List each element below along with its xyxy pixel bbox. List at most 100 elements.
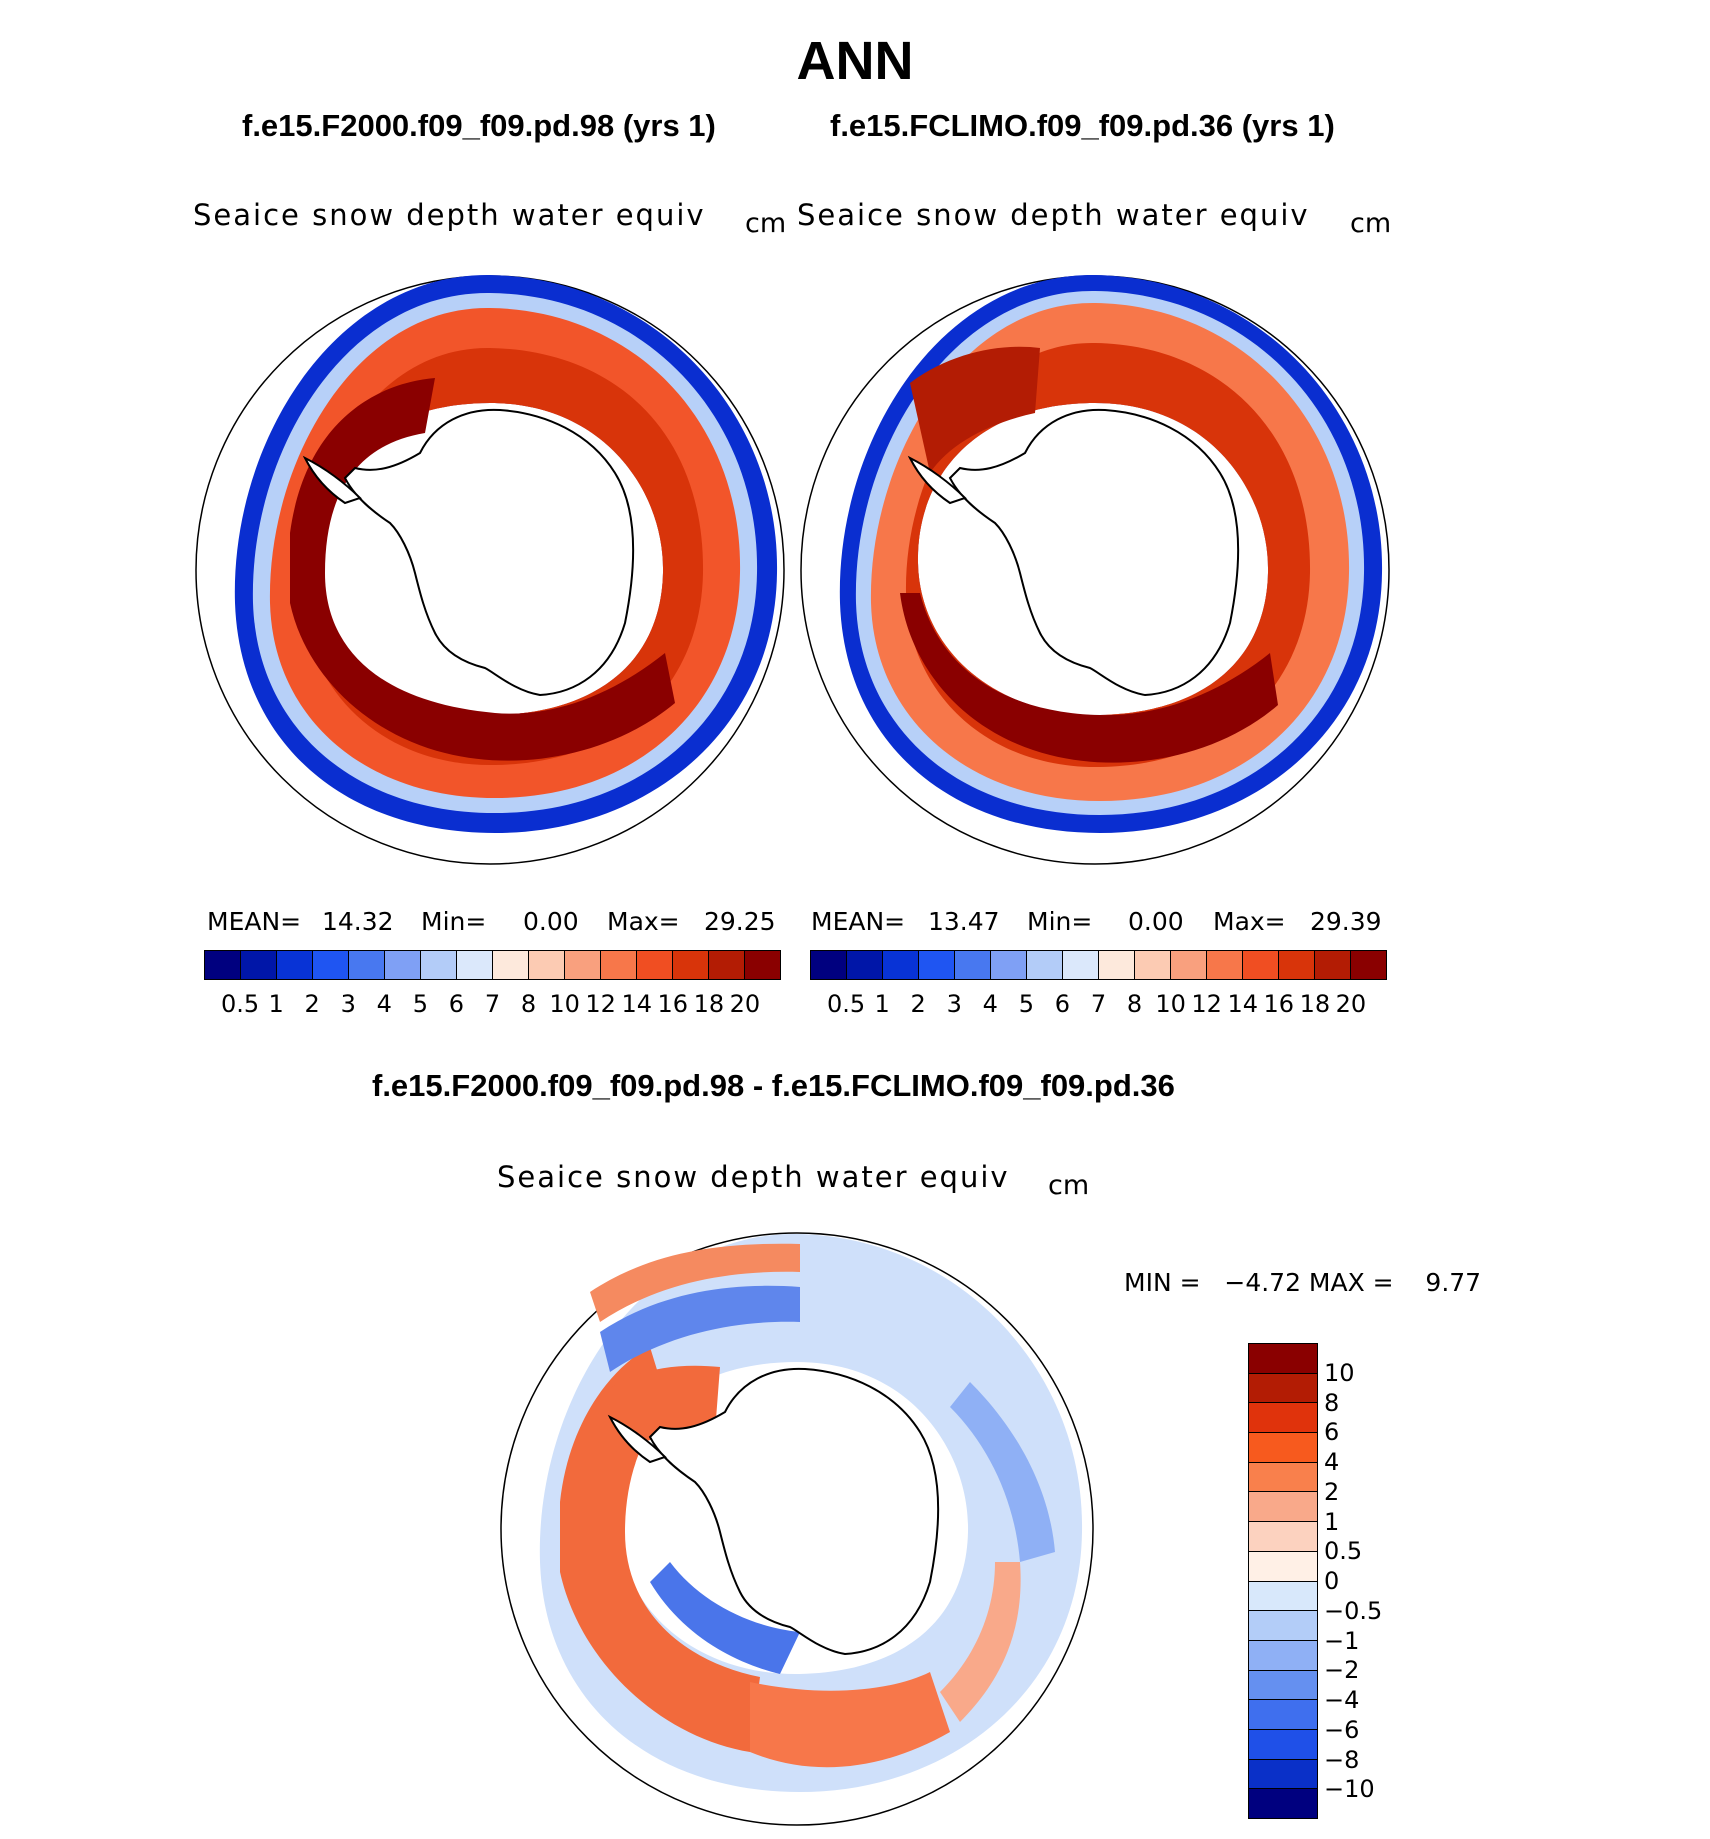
colorbar-tick-label: 5 <box>1018 990 1035 1018</box>
colorbar-tick-label: −1 <box>1324 1626 1360 1655</box>
colorbar-swatch <box>1249 1403 1317 1434</box>
colorbar-tick-label: 0.5 <box>220 990 260 1018</box>
right-max-value: 29.39 <box>1310 907 1382 936</box>
colorbar-tick-label: 2 <box>1324 1477 1340 1506</box>
colorbar-swatch <box>1249 1789 1317 1818</box>
colorbar-swatch <box>991 951 1027 979</box>
colorbar-swatch <box>847 951 883 979</box>
colorbar-swatch <box>493 951 529 979</box>
left-min-label: Min= <box>421 907 487 936</box>
colorbar-tick-label: 18 <box>1299 990 1331 1018</box>
diff-variable-label: Seaice snow depth water equiv <box>497 1160 1010 1194</box>
colorbar-swatch <box>811 951 847 979</box>
colorbar-swatch <box>349 951 385 979</box>
colorbar-swatch <box>1249 1492 1317 1523</box>
colorbar-tick-label: 4 <box>376 990 392 1018</box>
colorbar-tick-label: 0.5 <box>826 990 866 1018</box>
colorbar-swatch <box>1249 1344 1317 1374</box>
right-ice-ring <box>839 274 1383 833</box>
colorbar-tick-label: 6 <box>448 990 465 1018</box>
colorbar-tick-label: 6 <box>1324 1418 1340 1447</box>
left-min-value: 0.00 <box>523 907 579 936</box>
colorbar-tick-label: 10 <box>549 990 580 1018</box>
colorbar-swatch <box>1249 1433 1317 1463</box>
right-min-label: Min= <box>1027 907 1093 936</box>
colorbar-swatch <box>1249 1551 1317 1582</box>
colorbar-swatch <box>1249 1581 1317 1612</box>
left-ice-ring <box>234 274 778 833</box>
colorbar-swatch <box>1279 951 1315 979</box>
colorbar-swatch <box>277 951 313 979</box>
colorbar-tick-label: −2 <box>1324 1656 1360 1685</box>
colorbar-tick-label: 8 <box>1126 990 1143 1018</box>
colorbar-tick-label: 20 <box>729 990 761 1018</box>
colorbar-swatch <box>1249 1670 1317 1701</box>
colorbar-swatch <box>1249 1522 1317 1552</box>
colorbar-tick-label: 10 <box>1155 990 1186 1018</box>
left-max-value: 29.25 <box>704 907 776 936</box>
right-polar-map <box>800 274 1390 865</box>
colorbar-tick-label: 5 <box>412 990 429 1018</box>
colorbar-swatch <box>1249 1611 1317 1641</box>
colorbar-tick-label: 12 <box>1191 990 1222 1018</box>
colorbar-swatch <box>1063 951 1099 979</box>
colorbar-swatch <box>1027 951 1063 979</box>
left-colorbar-ticks: 0.5 1 2 3 4 5 6 7 8 10 12 14 16 18 20 <box>204 990 781 1020</box>
colorbar-swatch <box>421 951 457 979</box>
right-units-label: cm <box>1350 208 1392 239</box>
right-variable-label: Seaice snow depth water equiv <box>797 198 1310 232</box>
colorbar-swatch <box>1249 1373 1317 1404</box>
colorbar-tick-label: −10 <box>1324 1775 1375 1804</box>
right-mean-label: MEAN= <box>811 907 906 936</box>
colorbar-tick-label: −6 <box>1324 1715 1360 1744</box>
left-mean-label: MEAN= <box>207 907 302 936</box>
colorbar-swatch <box>1249 1640 1317 1671</box>
colorbar-swatch <box>601 951 637 979</box>
colorbar-swatch <box>529 951 565 979</box>
left-case-title: f.e15.F2000.f09_f09.pd.98 (yrs 1) <box>242 108 716 143</box>
colorbar-swatch <box>919 951 955 979</box>
colorbar-tick-label: 14 <box>1227 990 1259 1018</box>
colorbar-swatch <box>637 951 673 979</box>
colorbar-tick-label: 2 <box>910 990 926 1018</box>
colorbar-tick-label: 20 <box>1335 990 1367 1018</box>
colorbar-tick-label: 8 <box>520 990 537 1018</box>
colorbar-swatch <box>955 951 991 979</box>
colorbar-tick-label: 0 <box>1324 1567 1340 1595</box>
colorbar-swatch <box>1249 1700 1317 1730</box>
colorbar-swatch <box>205 951 241 979</box>
colorbar-tick-label: 2 <box>304 990 320 1018</box>
right-mean-value: 13.47 <box>928 907 1000 936</box>
diff-colorbar-ticks: 10 8 6 4 2 1 0.5 0 −0.5 −1 −2 −4 −6 −8 −10 <box>1324 1343 1414 1819</box>
colorbar-swatch <box>1207 951 1243 979</box>
right-min-value: 0.00 <box>1128 907 1184 936</box>
left-mean-value: 14.32 <box>322 907 394 936</box>
colorbar-tick-label: 1 <box>268 990 284 1018</box>
colorbar-swatch <box>673 951 709 979</box>
diff-case-title: f.e15.F2000.f09_f09.pd.98 - f.e15.FCLIMO… <box>372 1068 1175 1103</box>
colorbar-tick-label: 7 <box>484 990 501 1018</box>
colorbar-swatch <box>1135 951 1171 979</box>
colorbar-tick-label: 1 <box>1324 1507 1340 1536</box>
colorbar-tick-label: 16 <box>1263 990 1295 1018</box>
colorbar-tick-label: 3 <box>946 990 962 1018</box>
left-max-label: Max= <box>607 907 680 936</box>
figure-title: ANN <box>796 31 914 91</box>
colorbar-swatch <box>1243 951 1279 979</box>
colorbar-tick-label: 6 <box>1054 990 1071 1018</box>
colorbar-tick-label: 1 <box>874 990 890 1018</box>
colorbar-tick-label: 12 <box>585 990 616 1018</box>
colorbar-tick-label: 10 <box>1324 1358 1355 1387</box>
right-case-title: f.e15.FCLIMO.f09_f09.pd.36 (yrs 1) <box>830 108 1335 143</box>
colorbar-tick-label: −0.5 <box>1324 1596 1383 1625</box>
right-max-label: Max= <box>1213 907 1286 936</box>
colorbar-tick-label: 14 <box>621 990 653 1018</box>
colorbar-swatch <box>1351 951 1386 979</box>
left-colorbar <box>204 950 781 980</box>
colorbar-swatch <box>313 951 349 979</box>
colorbar-swatch <box>565 951 601 979</box>
colorbar-swatch <box>883 951 919 979</box>
right-colorbar <box>810 950 1387 980</box>
colorbar-tick-label: 16 <box>657 990 689 1018</box>
colorbar-swatch <box>709 951 745 979</box>
